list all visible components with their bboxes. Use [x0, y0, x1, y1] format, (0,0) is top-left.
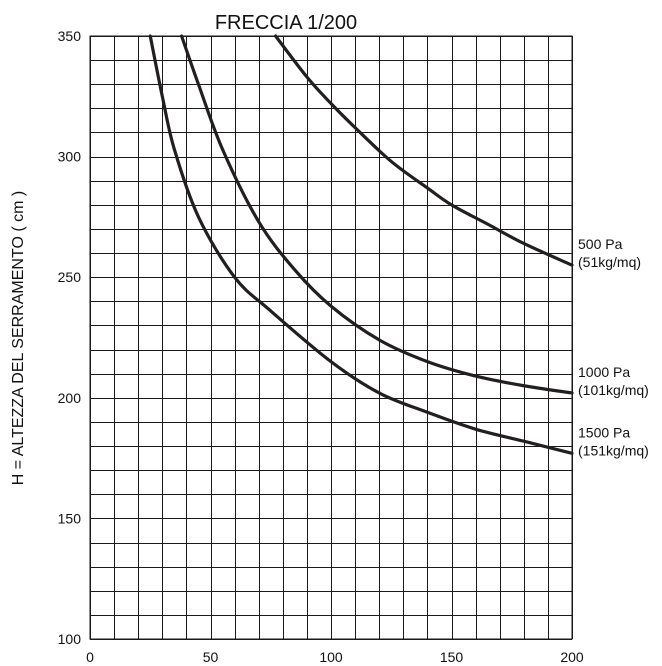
x-tick-layer: 0 50 100 150 200 — [86, 649, 584, 665]
series-line-0 — [273, 34, 574, 267]
x-tick-label: 0 — [86, 649, 94, 665]
y-tick-label: 250 — [58, 269, 82, 285]
y-tick-label: 200 — [58, 390, 82, 406]
series-label-2-1: (151kg/mq) — [578, 442, 649, 458]
plot-border — [89, 35, 573, 640]
curve-layer — [148, 34, 574, 455]
y-axis-label: H = ALTEZZA DEL SERRAMENTO ( cm ) — [10, 191, 27, 485]
series-label-2-0: 1500 Pa — [578, 424, 630, 440]
grid-layer — [90, 36, 573, 640]
x-tick-label: 150 — [440, 649, 464, 665]
x-tick-label: 50 — [203, 649, 219, 665]
series-line-2 — [148, 34, 574, 455]
series-label-0-0: 500 Pa — [578, 236, 623, 252]
y-tick-label: 300 — [58, 149, 82, 165]
y-tick-layer: 100 150 200 250 300 350 — [58, 28, 82, 647]
x-tick-label: 100 — [319, 649, 343, 665]
chart-title: FRECCIA 1/200 — [215, 12, 357, 34]
series-label-1-1: (101kg/mq) — [578, 382, 649, 398]
series-line-1 — [179, 34, 574, 395]
y-tick-label: 100 — [58, 631, 82, 647]
x-tick-label: 200 — [560, 649, 584, 665]
series-label-layer: 500 Pa (51kg/mq) 1000 Pa (101kg/mq) 1500 Pa (… — [578, 236, 649, 458]
y-tick-label: 350 — [58, 28, 82, 44]
series-label-1-0: 1000 Pa — [578, 364, 630, 380]
y-tick-label: 150 — [58, 510, 82, 526]
series-label-0-1: (51kg/mq) — [578, 254, 641, 270]
